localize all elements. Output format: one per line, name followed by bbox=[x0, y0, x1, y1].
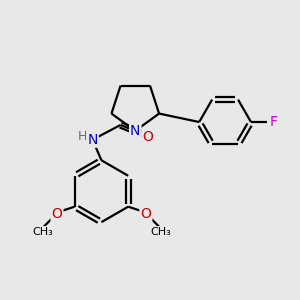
Text: F: F bbox=[270, 115, 278, 129]
Text: O: O bbox=[52, 207, 62, 221]
Text: N: N bbox=[130, 124, 140, 138]
Text: H: H bbox=[78, 130, 87, 143]
Text: O: O bbox=[142, 130, 153, 144]
Text: O: O bbox=[140, 207, 151, 221]
Text: CH₃: CH₃ bbox=[150, 227, 171, 237]
Text: N: N bbox=[87, 133, 98, 147]
Text: CH₃: CH₃ bbox=[32, 227, 52, 237]
